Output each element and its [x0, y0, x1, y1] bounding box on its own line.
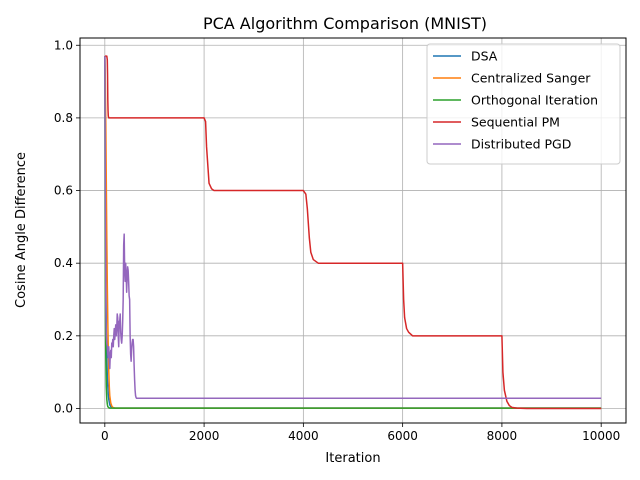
x-tick-label: 10000 — [582, 429, 620, 443]
y-tick-label: 0.4 — [54, 256, 73, 270]
plot-frame — [79, 37, 627, 424]
y-tick-label: 0.8 — [54, 111, 73, 125]
x-axis-label: Iteration — [325, 451, 380, 466]
y-tick-label: 0.2 — [54, 329, 73, 343]
series-line-3 — [104, 55, 602, 410]
series-line-4 — [104, 56, 602, 400]
legend-label-2: Orthogonal Iteration — [471, 93, 598, 108]
plot-area — [104, 55, 602, 410]
y-tick-label: 0.0 — [54, 401, 73, 415]
legend-box — [426, 43, 621, 165]
y-tick-label: 0.6 — [54, 184, 73, 198]
axis-ticks: 0 2000 4000 6000 8000 10000 0.0 0.2 0.4 0.6 0.8 1.0 — [54, 38, 620, 443]
chart-title: PCA Algorithm Comparison (MNIST) — [203, 14, 487, 33]
y-tick-label: 1.0 — [54, 38, 73, 52]
legend: DSA Centralized Sanger Orthogonal Iteratio… — [426, 43, 621, 165]
x-tick-label: 2000 — [189, 429, 220, 443]
legend-label-0: DSA — [471, 49, 498, 64]
x-tick-label: 6000 — [387, 429, 418, 443]
legend-label-1: Centralized Sanger — [471, 71, 591, 86]
legend-label-4: Distributed PGD — [471, 137, 571, 152]
x-tick-label: 4000 — [288, 429, 319, 443]
y-axis-label: Cosine Angle Difference — [14, 152, 29, 308]
x-tick-label: 0 — [101, 429, 109, 443]
x-tick-label: 8000 — [487, 429, 518, 443]
legend-label-3: Sequential PM — [471, 115, 560, 130]
